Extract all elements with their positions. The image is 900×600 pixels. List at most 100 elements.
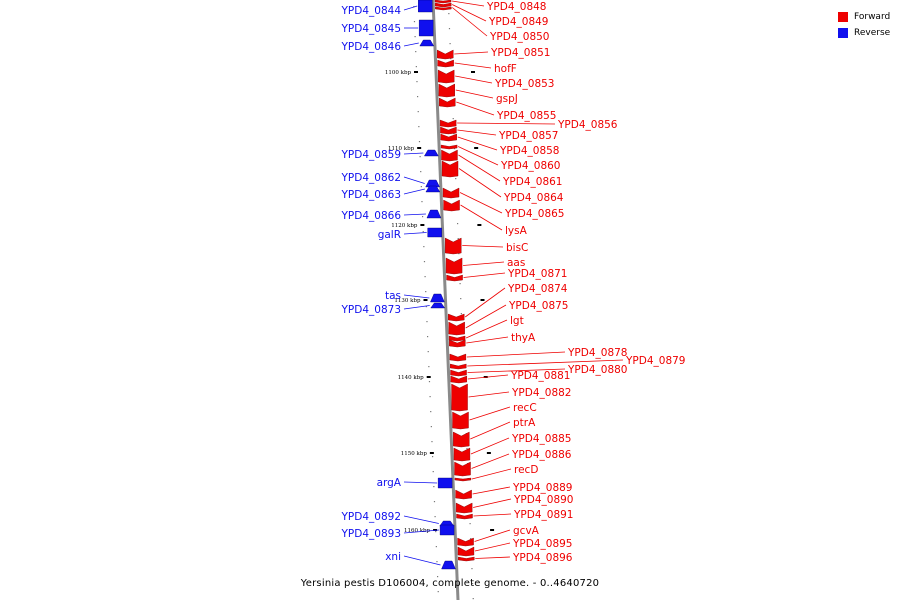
gene-leader-line: [403, 5, 418, 11]
forward-gene-ypd4-0896[interactable]: YPD4_0896: [458, 552, 573, 564]
track-dot: [434, 516, 436, 518]
reverse-gene-ypd4-0866[interactable]: YPD4_0866: [341, 209, 442, 222]
track-dot: [426, 321, 428, 323]
forward-gene-ypd4-0850[interactable]: YPD4_0850: [435, 6, 549, 43]
track-dot: [420, 186, 422, 188]
track-dot: [429, 396, 431, 398]
track-dot: [452, 118, 454, 120]
forward-gene-ypd4-0848[interactable]: YPD4_0848: [434, 0, 546, 13]
forward-gene-ypd4-0895[interactable]: YPD4_0895: [457, 538, 573, 557]
forward-gene-lysa[interactable]: lysA: [443, 199, 528, 237]
track-dot: [457, 238, 459, 240]
forward-gene-ypd4-0885[interactable]: YPD4_0885: [453, 433, 572, 462]
forward-gene-ypd4-0881[interactable]: YPD4_0881: [450, 370, 571, 384]
track-dot: [433, 486, 435, 488]
reverse-gene-shape: [437, 477, 453, 489]
forward-gene-ypd4-0857[interactable]: YPD4_0857: [440, 126, 558, 142]
gene-leader-line: [403, 232, 427, 235]
gene-leader-line: [403, 188, 425, 195]
reverse-gene-label: YPD4_0862: [341, 172, 401, 184]
forward-gene-ypd4-0858[interactable]: YPD4_0858: [440, 133, 560, 157]
forward-gene-ypd4-0880[interactable]: YPD4_0880: [450, 364, 628, 377]
gene-leader-line: [460, 204, 503, 231]
legend-label-forward: Forward: [854, 12, 891, 22]
track-dot: [428, 366, 430, 368]
scale-tick: [423, 299, 428, 301]
forward-gene-ypd4-0855[interactable]: YPD4_0855: [439, 97, 556, 122]
reverse-gene-ypd4-0873[interactable]: YPD4_0873: [341, 302, 446, 316]
forward-gene-label: lgt: [510, 315, 524, 327]
forward-gene-recd[interactable]: recD: [454, 464, 538, 482]
reverse-gene-label: YPD4_0863: [341, 189, 401, 201]
forward-gene-ypd4-0891[interactable]: YPD4_0891: [456, 509, 574, 521]
reverse-gene-xni[interactable]: xni: [385, 551, 456, 570]
reverse-gene-ypd4-0844[interactable]: YPD4_0844: [341, 0, 433, 17]
reverse-gene-ypd4-0863[interactable]: YPD4_0863: [341, 185, 441, 201]
gene-leader-line: [403, 294, 430, 299]
track-dot: [472, 583, 474, 585]
forward-gene-ypd4-0849[interactable]: YPD4_0849: [434, 2, 548, 28]
gene-leader-line: [467, 368, 566, 373]
forward-gene-ptra[interactable]: ptrA: [453, 417, 536, 448]
track-dot: [453, 148, 456, 150]
track-dot: [435, 546, 437, 548]
forward-gene-label: YPD4_0882: [511, 387, 571, 399]
forward-gene-label: YPD4_0871: [507, 268, 567, 280]
gene-leader-line: [471, 468, 512, 480]
track-dot: [428, 381, 431, 383]
forward-gene-ypd4-0890[interactable]: YPD4_0890: [455, 494, 573, 514]
map-caption: Yersinia pestis D106004, complete genome…: [300, 578, 600, 589]
forward-gene-ypd4-0861[interactable]: YPD4_0861: [441, 149, 562, 188]
forward-gene-hoff[interactable]: hofF: [437, 59, 517, 75]
forward-gene-ypd4-0878[interactable]: YPD4_0878: [449, 347, 628, 362]
forward-gene-ypd4-0875[interactable]: YPD4_0875: [448, 300, 569, 336]
reverse-gene-ypd4-0862[interactable]: YPD4_0862: [341, 172, 440, 188]
forward-gene-gspj[interactable]: gspJ: [438, 83, 518, 105]
forward-gene-aas[interactable]: aas: [445, 257, 525, 275]
forward-gene-ypd4-0886[interactable]: YPD4_0886: [454, 449, 572, 477]
forward-gene-ypd4-0865[interactable]: YPD4_0865: [442, 187, 564, 220]
reverse-gene-shape: [419, 39, 435, 47]
reverse-gene-shape: [418, 0, 433, 13]
forward-gene-ypd4-0874[interactable]: YPD4_0874: [448, 283, 568, 322]
reverse-gene-shape: [430, 293, 445, 303]
track-dot: [430, 426, 432, 428]
forward-gene-shape: [455, 489, 472, 500]
forward-gene-ypd4-0879[interactable]: YPD4_0879: [450, 355, 685, 370]
gene-leader-line: [470, 421, 511, 440]
reverse-gene-ypd4-0846[interactable]: YPD4_0846: [341, 39, 435, 53]
forward-gene-lgt[interactable]: lgt: [448, 315, 524, 342]
forward-gene-ypd4-0871[interactable]: YPD4_0871: [446, 268, 568, 282]
reverse-gene-ypd4-0845[interactable]: YPD4_0845: [341, 19, 434, 37]
gene-leader-line: [456, 101, 495, 116]
gene-leader-line: [463, 261, 505, 266]
track-dot: [427, 351, 429, 353]
forward-gene-ypd4-0889[interactable]: YPD4_0889: [455, 482, 573, 500]
forward-gene-label: YPD4_0896: [512, 552, 573, 564]
reverse-gene-galr[interactable]: galR: [378, 227, 442, 241]
reverse-gene-ypd4-0892[interactable]: YPD4_0892: [341, 511, 455, 527]
forward-gene-ypd4-0856[interactable]: YPD4_0856: [439, 119, 618, 131]
reverse-gene-arga[interactable]: argA: [377, 477, 453, 489]
reverse-gene-ypd4-0859[interactable]: YPD4_0859: [341, 149, 439, 161]
reverse-gene-tas[interactable]: tas: [385, 290, 445, 303]
forward-gene-gcva[interactable]: gcvA: [457, 525, 540, 547]
forward-gene-ypd4-0864[interactable]: YPD4_0864: [441, 160, 564, 204]
forward-gene-label: YPD4_0858: [499, 145, 559, 157]
forward-gene-shape: [452, 411, 469, 430]
forward-gene-label: recD: [514, 464, 538, 476]
forward-genes: YPD4_0848 YPD4_0849 YPD4_0850 YPD4_0851 hofF…: [434, 0, 685, 564]
forward-gene-ypd4-0851[interactable]: YPD4_0851: [437, 47, 550, 60]
forward-gene-thya[interactable]: thyA: [449, 332, 536, 348]
track-dot: [448, 28, 451, 30]
gene-leader-line: [403, 555, 441, 566]
forward-gene-ypd4-0882[interactable]: YPD4_0882: [451, 383, 572, 412]
gene-leader-line: [454, 62, 492, 69]
forward-gene-ypd4-0853[interactable]: YPD4_0853: [437, 69, 554, 90]
track-dot: [470, 538, 472, 540]
forward-gene-ypd4-0860[interactable]: YPD4_0860: [440, 144, 560, 172]
gene-leader-line: [469, 406, 511, 421]
forward-gene-bisc[interactable]: bisC: [445, 237, 528, 255]
reverse-gene-ypd4-0893[interactable]: YPD4_0893: [341, 524, 455, 540]
forward-gene-recc[interactable]: recC: [452, 402, 537, 430]
